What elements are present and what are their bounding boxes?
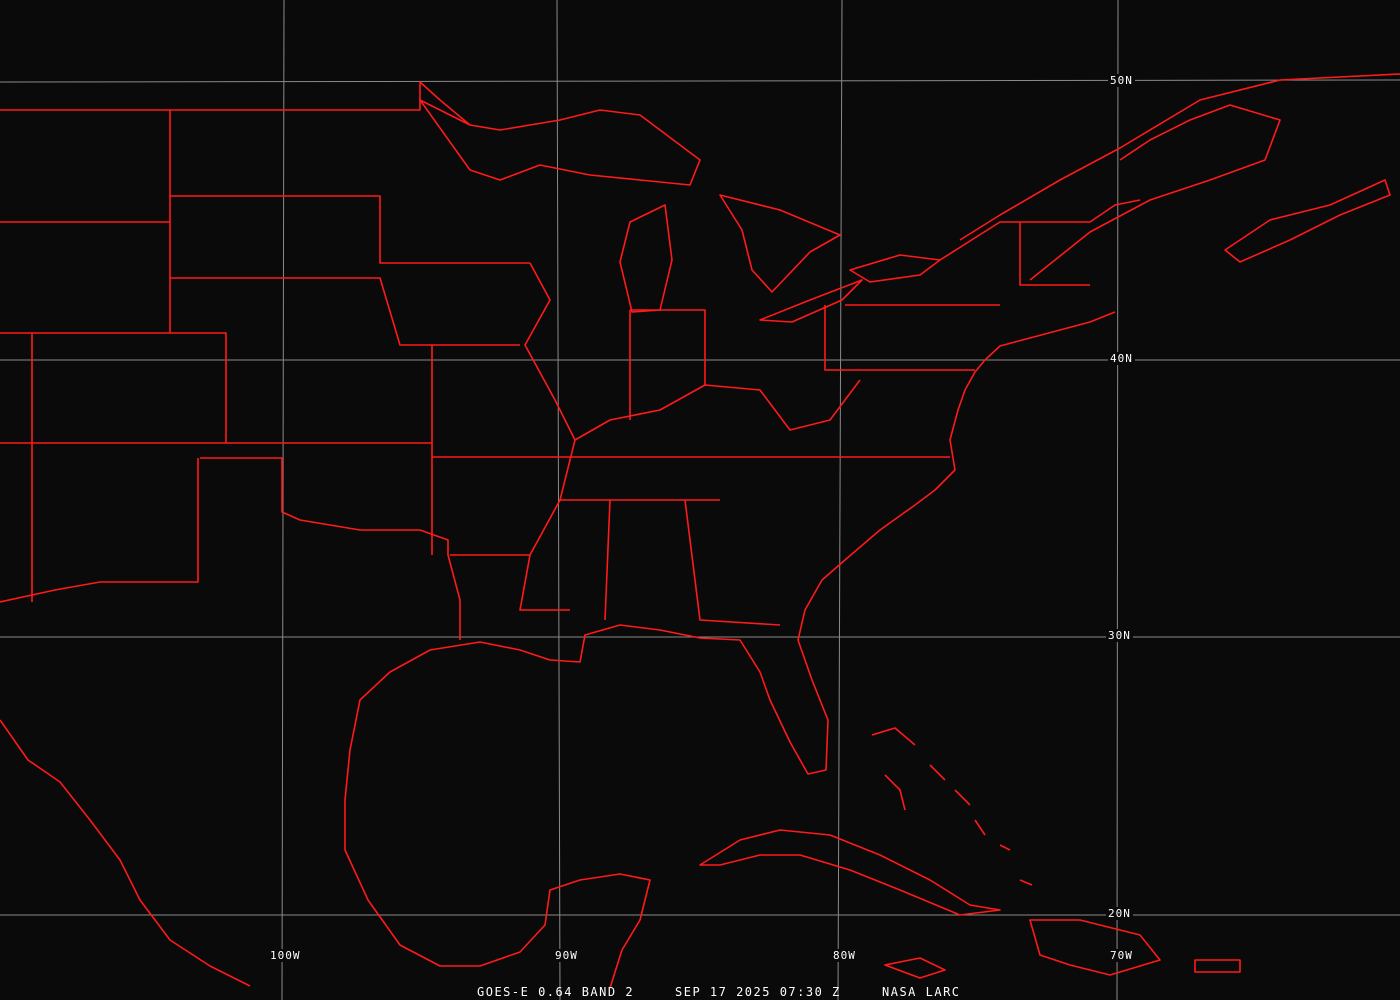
mississippi-river-border [524,262,576,556]
lake-michigan [619,204,673,313]
lon-label-80w: 80W [831,949,858,962]
lake-huron [719,194,841,293]
lon-label-90w: 90W [553,949,580,962]
lake-erie [759,279,863,323]
lon-line-70w [1116,0,1119,1000]
state-borders [684,499,781,626]
lon-line-90w [556,0,561,1000]
pacific-coastline-mexico [0,719,251,987]
hispaniola [1029,919,1161,976]
bahamas [999,844,1011,851]
ohio-river-border [574,379,861,441]
state-borders [170,277,520,346]
lon-line-100w [281,0,285,1000]
state-borders [0,458,199,603]
canada-us-border-east [939,199,1141,261]
st-lawrence-north-shore [959,73,1400,241]
cuba [699,829,1001,916]
atlantic-gulf-coastline [344,311,1116,989]
state-borders [0,332,227,443]
bahamas [884,774,906,811]
lake-ontario [849,254,941,283]
canada-us-border [0,81,471,126]
bahamas [974,819,986,836]
state-borders [824,305,975,371]
state-borders [1019,222,1090,286]
lon-label-70w: 70W [1108,949,1135,962]
state-borders [630,309,706,385]
lat-label-50n: 50N [1108,74,1135,87]
bahamas [871,727,916,746]
bahamas [954,789,971,806]
puerto-rico [1194,959,1241,973]
lake-superior [419,99,701,186]
lat-label-30n: 30N [1106,629,1133,642]
jamaica [884,957,946,979]
lat-line-50n [0,79,1400,83]
lat-label-20n: 20N [1106,907,1133,920]
lat-label-40n: 40N [1108,352,1135,365]
bahamas [929,764,946,781]
lon-line-80w [837,0,843,1000]
boundaries [0,73,1400,989]
state-borders [604,499,611,621]
state-borders [170,195,530,264]
caption-datetime: SEP 17 2025 07:30 Z [675,985,841,999]
caption-satellite-band: GOES-E 0.64 BAND 2 [477,985,635,999]
lon-label-100w: 100W [268,949,303,962]
state-borders [200,457,461,640]
state-borders [450,554,570,611]
caption-source: NASA LARC [882,985,961,999]
nova-scotia [1224,179,1391,263]
maritimes-coast [1029,104,1281,281]
bahamas [1019,879,1033,886]
